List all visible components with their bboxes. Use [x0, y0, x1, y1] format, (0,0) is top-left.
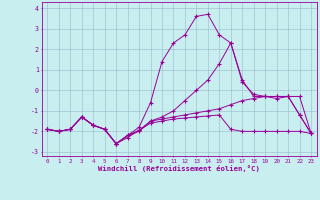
X-axis label: Windchill (Refroidissement éolien,°C): Windchill (Refroidissement éolien,°C) [98, 165, 260, 172]
